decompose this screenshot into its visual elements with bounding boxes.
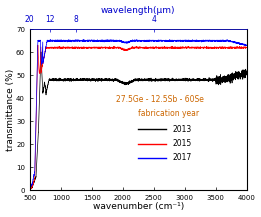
- Y-axis label: transmittance (%): transmittance (%): [5, 69, 15, 151]
- Text: fabrication year: fabrication year: [138, 109, 199, 118]
- X-axis label: wavenumber (cm⁻¹): wavenumber (cm⁻¹): [93, 202, 184, 211]
- Text: 27.5Ge - 12.5Sb - 60Se: 27.5Ge - 12.5Sb - 60Se: [116, 95, 204, 104]
- X-axis label: wavelength(μm): wavelength(μm): [101, 6, 175, 15]
- Text: 2017: 2017: [173, 153, 192, 163]
- Text: 2013: 2013: [173, 125, 192, 133]
- Text: 2015: 2015: [173, 139, 192, 148]
